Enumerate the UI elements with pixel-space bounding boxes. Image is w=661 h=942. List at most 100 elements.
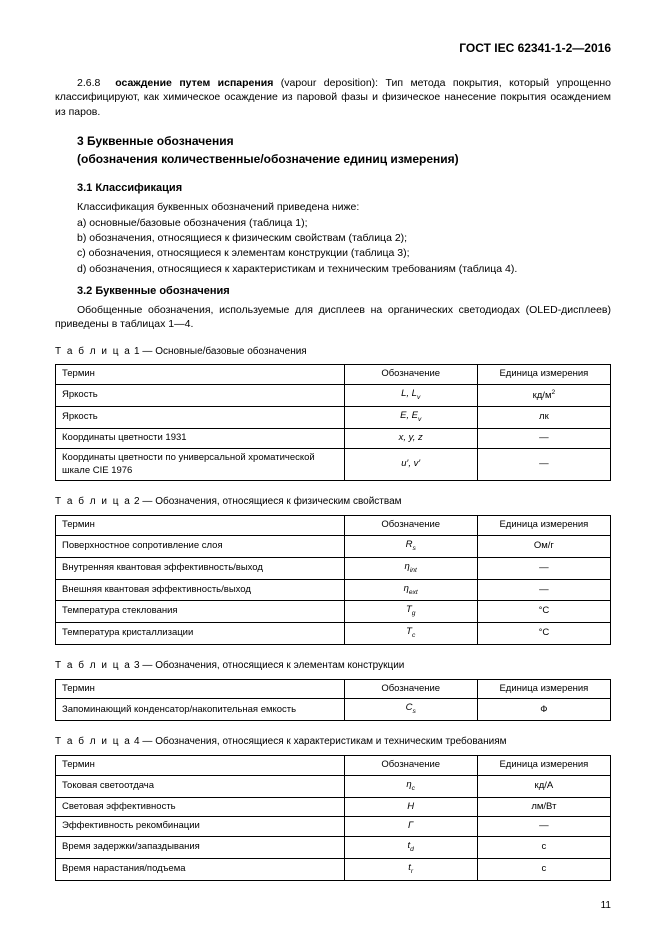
table-1-body: ЯркостьL, Lvкд/м2ЯркостьE, EvлкКоординат… <box>56 385 611 481</box>
table-2-caption: Т а б л и ц а 2 — Обозначения, относящие… <box>55 495 611 509</box>
table-1: Термин Обозначение Единица измерения Ярк… <box>55 364 611 481</box>
caption-num: 1 — <box>131 346 155 357</box>
cell-symbol: td <box>344 837 477 859</box>
cell-unit: °C <box>477 623 610 645</box>
clause-num: 2.6.8 <box>77 77 100 89</box>
doc-header: ГОСТ IEC 62341-1-2—2016 <box>55 40 611 56</box>
table-row: Температура стеклованияTg°C <box>56 601 611 623</box>
cell-unit: °C <box>477 601 610 623</box>
col-header: Единица измерения <box>477 679 610 699</box>
table-row: Координаты цветности 1931x, y, z— <box>56 429 611 449</box>
term-paren: (vapour deposition): <box>281 77 378 89</box>
table-row: Внутренняя квантовая эффективность/выход… <box>56 557 611 579</box>
page-number: 11 <box>55 899 611 913</box>
cell-term: Яркость <box>56 407 345 429</box>
cell-unit: — <box>477 579 610 601</box>
col-header: Обозначение <box>344 679 477 699</box>
cell-symbol: u′, v′ <box>344 448 477 481</box>
term-bold: осаждение путем испарения <box>115 77 273 89</box>
table-row: Поверхностное сопротивление слояRsОм/г <box>56 535 611 557</box>
cell-symbol: Rs <box>344 535 477 557</box>
table-3-caption: Т а б л и ц а 3 — Обозначения, относящие… <box>55 659 611 673</box>
table-row: Токовая светоотдачаηcкд/А <box>56 775 611 797</box>
cell-symbol: H <box>344 797 477 817</box>
cell-unit: — <box>477 557 610 579</box>
col-header: Единица измерения <box>477 515 610 535</box>
section-3-title: 3 Буквенные обозначения <box>77 133 611 149</box>
table-row: ЯркостьL, Lvкд/м2 <box>56 385 611 407</box>
cell-term: Время задержки/запаздывания <box>56 837 345 859</box>
cell-symbol: tr <box>344 859 477 881</box>
cell-symbol: E, Ev <box>344 407 477 429</box>
para-32: Обобщенные обозначения, используемые для… <box>55 303 611 331</box>
cell-term: Токовая светоотдача <box>56 775 345 797</box>
caption-num: 4 — <box>131 736 155 747</box>
caption-num: 2 — <box>131 496 155 507</box>
cell-symbol: Cs <box>344 699 477 721</box>
caption-text: Обозначения, относящиеся к элементам кон… <box>155 660 404 671</box>
col-header: Термин <box>56 365 345 385</box>
heading-3-2: 3.2 Буквенные обозначения <box>77 284 611 299</box>
table-row: Внешняя квантовая эффективность/выходηex… <box>56 579 611 601</box>
cell-symbol: x, y, z <box>344 429 477 449</box>
cell-term: Эффективность рекомбинации <box>56 817 345 837</box>
cell-term: Время нарастания/подъема <box>56 859 345 881</box>
cell-unit: лк <box>477 407 610 429</box>
table-row: Эффективность рекомбинацииΓ— <box>56 817 611 837</box>
cell-unit: Ом/г <box>477 535 610 557</box>
heading-3-1: 3.1 Классификация <box>77 181 611 196</box>
cell-unit: с <box>477 837 610 859</box>
cell-term: Координаты цветности 1931 <box>56 429 345 449</box>
list-item: d) обозначения, относящиеся к характерис… <box>77 262 611 276</box>
table-row: Время задержки/запаздыванияtdс <box>56 837 611 859</box>
col-header: Единица измерения <box>477 365 610 385</box>
caption-num: 3 — <box>131 660 155 671</box>
cell-unit: лм/Вт <box>477 797 610 817</box>
cell-term: Температура кристаллизации <box>56 623 345 645</box>
table-1-caption: Т а б л и ц а 1 — Основные/базовые обозн… <box>55 345 611 359</box>
table-row: ЯркостьE, Evлк <box>56 407 611 429</box>
caption-text: Основные/базовые обозначения <box>155 346 307 357</box>
table-row: Температура кристаллизацииTc°C <box>56 623 611 645</box>
cell-symbol: L, Lv <box>344 385 477 407</box>
classification-list: a) основные/базовые обозначения (таблица… <box>77 216 611 276</box>
list-item: a) основные/базовые обозначения (таблица… <box>77 216 611 230</box>
list-item: b) обозначения, относящиеся к физическим… <box>77 231 611 245</box>
table-2-body: Поверхностное сопротивление слояRsОм/гВн… <box>56 535 611 644</box>
table-3-body: Запоминающий конденсатор/накопительная е… <box>56 699 611 721</box>
table-row: Запоминающий конденсатор/накопительная е… <box>56 699 611 721</box>
caption-word: Т а б л и ц а <box>55 496 131 507</box>
cell-symbol: ηc <box>344 775 477 797</box>
cell-term: Координаты цветности по универсальной хр… <box>56 448 345 481</box>
cell-unit: с <box>477 859 610 881</box>
para-31: Классификация буквенных обозначений прив… <box>55 200 611 214</box>
caption-text: Обозначения, относящиеся к физическим св… <box>155 496 401 507</box>
cell-symbol: ηext <box>344 579 477 601</box>
cell-unit: кд/А <box>477 775 610 797</box>
table-row: Световая эффективностьHлм/Вт <box>56 797 611 817</box>
table-4: Термин Обозначение Единица измерения Ток… <box>55 755 611 881</box>
cell-unit: — <box>477 817 610 837</box>
para-268: 2.6.8 осаждение путем испарения (vapour … <box>55 76 611 119</box>
cell-symbol: Γ <box>344 817 477 837</box>
list-item: c) обозначения, относящиеся к элементам … <box>77 246 611 260</box>
table-2: Термин Обозначение Единица измерения Пов… <box>55 515 611 645</box>
cell-unit: Ф <box>477 699 610 721</box>
cell-unit: — <box>477 448 610 481</box>
cell-symbol: ηint <box>344 557 477 579</box>
table-3: Термин Обозначение Единица измерения Зап… <box>55 679 611 722</box>
table-4-body: Токовая светоотдачаηcкд/АСветовая эффект… <box>56 775 611 880</box>
cell-term: Световая эффективность <box>56 797 345 817</box>
section-3-subtitle: (обозначения количественные/обозначение … <box>77 151 611 167</box>
col-header: Обозначение <box>344 365 477 385</box>
cell-symbol: Tg <box>344 601 477 623</box>
caption-text: Обозначения, относящиеся к характеристик… <box>155 736 506 747</box>
caption-word: Т а б л и ц а <box>55 660 131 671</box>
cell-term: Запоминающий конденсатор/накопительная е… <box>56 699 345 721</box>
table-4-caption: Т а б л и ц а 4 — Обозначения, относящие… <box>55 735 611 749</box>
cell-term: Внешняя квантовая эффективность/выход <box>56 579 345 601</box>
col-header: Термин <box>56 679 345 699</box>
table-row: Время нарастания/подъемаtrс <box>56 859 611 881</box>
col-header: Термин <box>56 755 345 775</box>
cell-term: Внутренняя квантовая эффективность/выход <box>56 557 345 579</box>
